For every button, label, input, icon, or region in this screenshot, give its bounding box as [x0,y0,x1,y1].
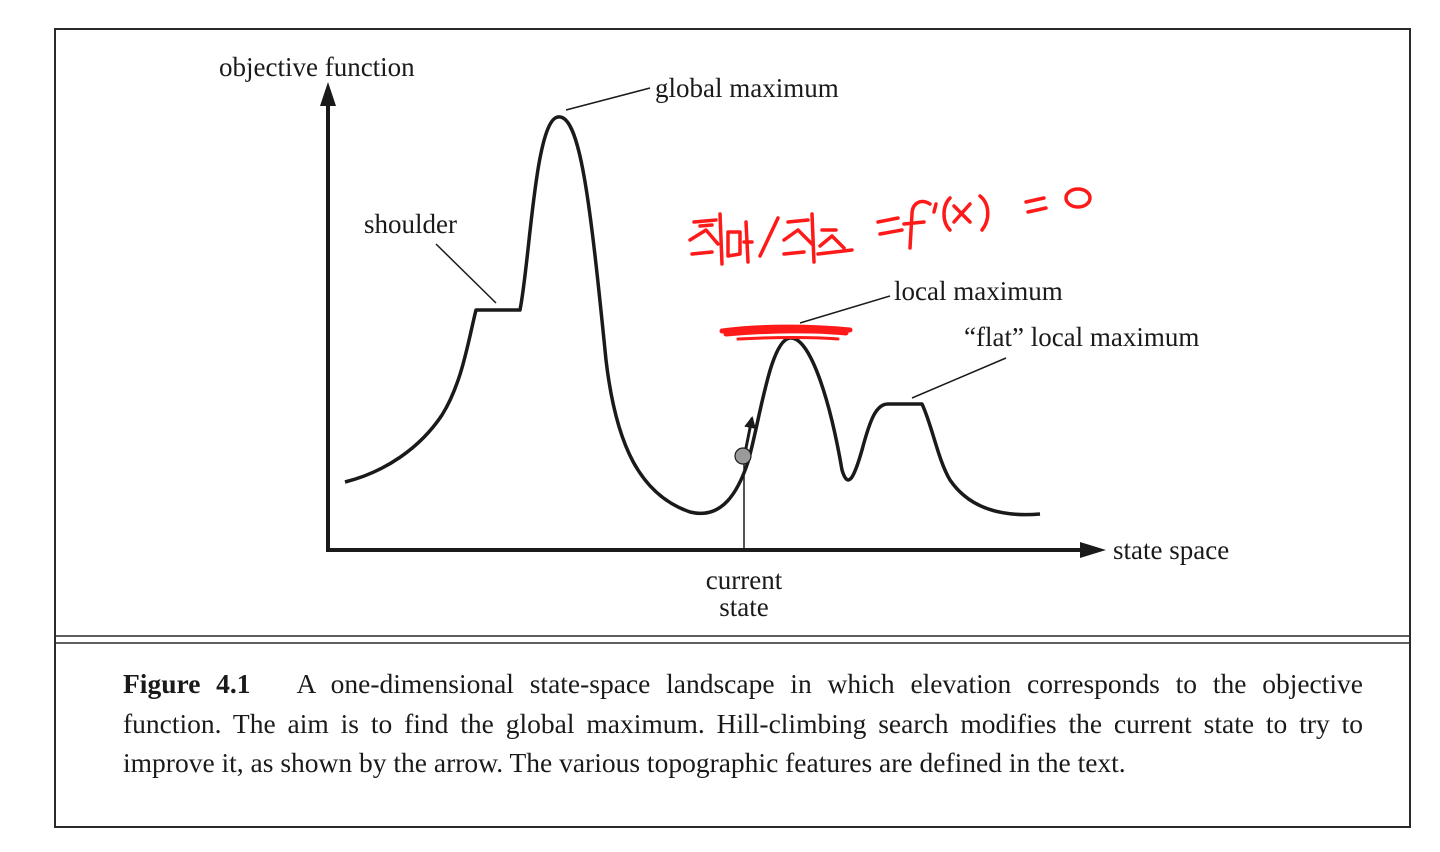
caption-text: A one-dimensional state-space landscape … [123,668,1363,778]
shoulder-leader [435,243,497,304]
shoulder-label: shoulder [364,209,457,239]
caption-separator [55,635,1410,644]
red-highlight-mark [719,324,853,341]
global-maximum-label: global maximum [655,73,839,103]
flat-local-max-leader [911,357,1007,399]
handwritten-annotation [688,187,1092,266]
figure-frame [54,28,1411,828]
y-axis [320,82,336,551]
current-state-label-line1: current [706,565,783,595]
current-state-marker [734,447,752,465]
figure-label: Figure 4.1 [123,668,251,699]
local-max-leader [799,295,891,324]
local-maximum-label: local maximum [894,276,1063,306]
x-axis [326,542,1106,558]
landscape-curve [344,115,1041,517]
current-state-label-line2: state [719,592,768,622]
x-axis-label: state space [1113,535,1229,565]
global-max-leader [565,87,651,111]
figure-caption: Figure 4.1 A one-dimensional state-space … [123,664,1363,783]
y-axis-label: objective function [219,52,415,82]
flat-local-maximum-label: “flat” local maximum [964,322,1199,352]
